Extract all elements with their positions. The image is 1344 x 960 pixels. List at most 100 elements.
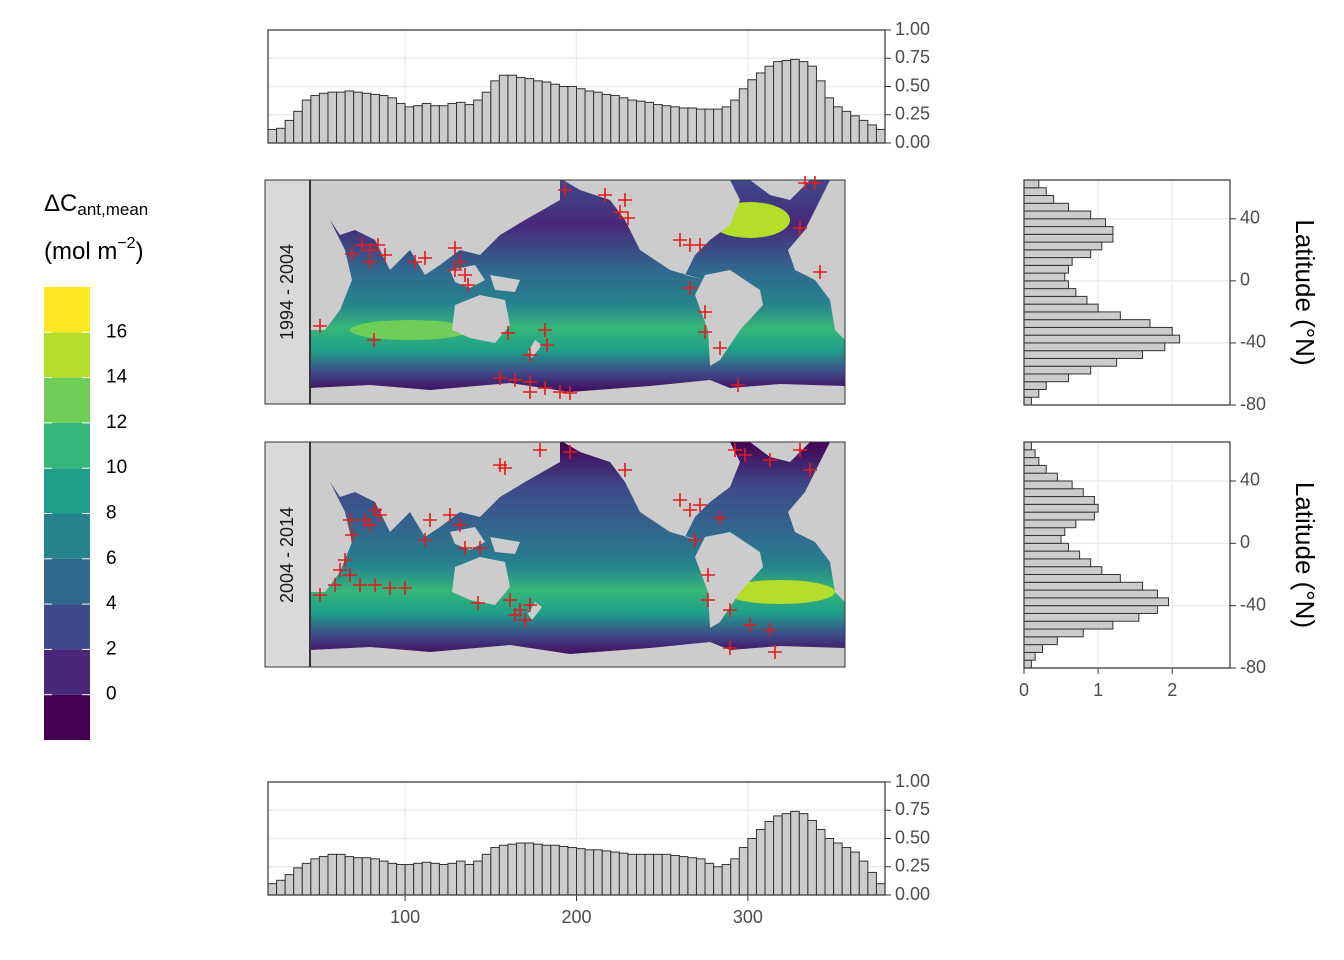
stations: [313, 176, 827, 400]
y-tick-label: 1.00: [895, 19, 930, 39]
colorbar-bin: [44, 604, 90, 650]
bar: [1023, 472, 1058, 482]
bar: [815, 80, 826, 144]
histogram: 0 1 2 -80 -40 0 40 Latitude (°N): [1019, 441, 1320, 700]
bar: [773, 61, 783, 144]
bar: [738, 847, 749, 896]
map-panel: 2004 - 2014: [264, 441, 846, 668]
bar: [1023, 535, 1062, 544]
bar: [293, 867, 303, 896]
y-tick-label: 0.75: [895, 47, 930, 67]
bar: [1023, 581, 1144, 591]
stations: [313, 443, 817, 659]
y-tick-label: 40: [1240, 470, 1260, 490]
bar: [635, 853, 646, 896]
legend-units-sup: −2: [117, 235, 135, 252]
bar: [601, 93, 612, 144]
bar: [644, 853, 655, 896]
bar: [558, 845, 569, 896]
bar: [1023, 620, 1114, 630]
bar: [310, 858, 320, 896]
bar: [1023, 272, 1066, 282]
x-tick-label: 200: [561, 907, 591, 927]
bar: [1023, 303, 1099, 313]
bar: [507, 74, 518, 144]
bar: [1023, 187, 1047, 197]
bar: [404, 106, 415, 144]
bar: [1023, 326, 1173, 336]
bar: [747, 79, 757, 144]
bar: [481, 853, 492, 896]
colorbar-bin: [44, 377, 90, 423]
bar: [430, 105, 440, 144]
bar: [695, 858, 706, 896]
bar: [1023, 396, 1032, 406]
bar: [541, 81, 552, 144]
bar: [841, 110, 852, 144]
bar: [867, 124, 877, 144]
bar: [1023, 373, 1069, 383]
bar: [781, 813, 792, 896]
bar: [1023, 519, 1077, 529]
bar: [824, 97, 835, 144]
bar: [790, 810, 800, 896]
bar: [481, 91, 492, 144]
y-tick-label: 0.50: [895, 827, 930, 847]
bar: [695, 108, 706, 144]
bar: [1023, 527, 1066, 537]
bar: [516, 842, 526, 896]
bar: [807, 819, 817, 896]
bar: [610, 851, 620, 896]
bar: [721, 106, 732, 144]
bar: [704, 108, 715, 144]
y-tick-label: 0.00: [895, 132, 930, 152]
bar: [370, 858, 380, 896]
bar: [1023, 511, 1095, 521]
bar: [1023, 388, 1040, 398]
bar: [310, 95, 320, 144]
bar: [1023, 488, 1084, 498]
colorbar-label: 8: [106, 503, 117, 524]
colorbar-bin: [44, 468, 90, 514]
bar: [601, 850, 612, 896]
bar: [1023, 651, 1036, 661]
bar: [1023, 550, 1081, 560]
bar: [815, 828, 826, 896]
bar: [738, 88, 749, 144]
bar: [1023, 179, 1040, 189]
bar: [807, 65, 817, 144]
colorbar-bin: [44, 287, 90, 333]
bar: [687, 857, 697, 896]
bar: [1023, 457, 1040, 466]
ocean-patch: [350, 320, 470, 340]
bar: [764, 65, 775, 144]
bar: [421, 861, 432, 896]
panel-label: 2004 - 2014: [277, 507, 297, 603]
bar: [790, 58, 800, 144]
colorbar-bin: [44, 513, 90, 559]
bar: [730, 858, 740, 896]
y-tick-label: 0: [1240, 270, 1250, 290]
bar: [1023, 605, 1158, 614]
legend-title-main: ΔC: [44, 190, 77, 217]
bar: [361, 92, 372, 144]
bar: [1023, 295, 1088, 305]
bar: [584, 90, 595, 144]
bar: [1023, 288, 1077, 297]
bar: [1023, 628, 1084, 638]
bar: [1023, 365, 1092, 375]
y-tick-label: 0.25: [895, 104, 930, 124]
bar: [413, 862, 423, 896]
colorbar-bin: [44, 332, 90, 378]
bar: [833, 106, 843, 144]
bar: [370, 93, 380, 144]
bar: [267, 128, 278, 144]
legend-units: (mol m−2): [44, 235, 144, 265]
bar: [421, 102, 432, 144]
bar: [284, 874, 295, 896]
bar: [327, 853, 338, 896]
bar: [1023, 636, 1058, 646]
bar: [473, 99, 483, 144]
y-tick-label: -80: [1240, 657, 1266, 677]
colorbar-label: 2: [106, 638, 117, 659]
